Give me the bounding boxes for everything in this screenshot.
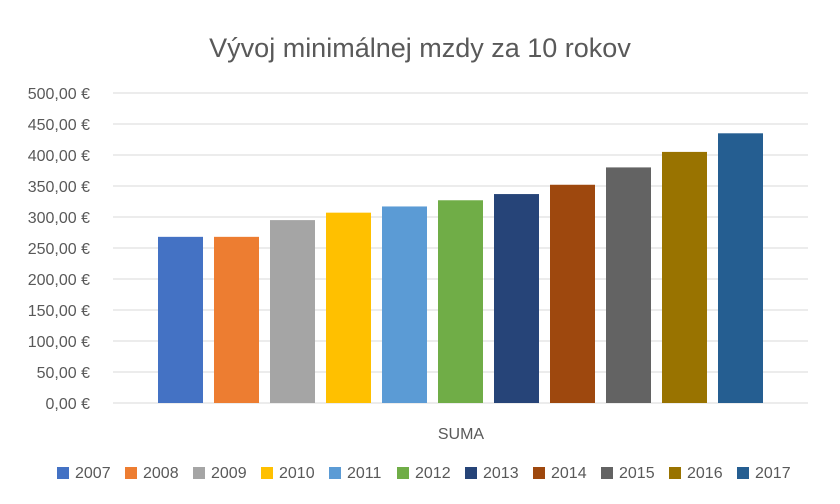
y-tick-label: 350,00 € — [28, 179, 90, 196]
y-axis-ticks: 0,00 € 50,00 € 100,00 € 150,00 € 200,00 € 250… — [28, 86, 90, 413]
legend-item-2009: 2009 — [193, 465, 247, 482]
legend-swatch — [737, 467, 749, 479]
legend-item-2013: 2013 — [465, 465, 519, 482]
legend-item-2007: 2007 — [57, 465, 111, 482]
legend-label: 2017 — [755, 465, 791, 482]
bar-2012 — [438, 200, 483, 403]
bar-2007 — [158, 236, 203, 403]
legend-item-2011: 2011 — [329, 465, 382, 482]
legend-swatch — [329, 467, 341, 479]
legend-item-2015: 2015 — [601, 465, 655, 482]
legend-label: 2011 — [347, 465, 382, 482]
y-tick-label: 250,00 € — [28, 241, 90, 258]
y-tick-label: 400,00 € — [28, 148, 90, 165]
legend-label: 2013 — [483, 465, 519, 482]
legend-item-2008: 2008 — [125, 465, 179, 482]
y-tick-label: 0,00 € — [46, 396, 91, 413]
legend-item-2012: 2012 — [397, 465, 451, 482]
legend-swatch — [125, 467, 137, 479]
legend-swatch — [669, 467, 681, 479]
bar-2008 — [214, 236, 259, 403]
bar-2017 — [718, 133, 763, 404]
legend-swatch — [533, 467, 545, 479]
y-tick-label: 150,00 € — [28, 303, 90, 320]
y-tick-label: 200,00 € — [28, 272, 90, 289]
bar-2010 — [326, 212, 371, 403]
bar-2016 — [662, 151, 707, 403]
legend-label: 2008 — [143, 465, 179, 482]
legend-item-2016: 2016 — [669, 465, 723, 482]
legend-swatch — [261, 467, 273, 479]
y-tick-label: 300,00 € — [28, 210, 90, 227]
legend-item-2010: 2010 — [261, 465, 315, 482]
legend-label: 2015 — [619, 465, 655, 482]
y-tick-label: 450,00 € — [28, 117, 90, 134]
bar-2014 — [550, 184, 595, 403]
legend-label: 2007 — [75, 465, 111, 482]
legend-label: 2012 — [415, 465, 451, 482]
y-tick-label: 100,00 € — [28, 334, 90, 351]
y-tick-label: 50,00 € — [37, 365, 90, 382]
bar-2009 — [270, 220, 315, 403]
legend-item-2017: 2017 — [737, 465, 791, 482]
y-tick-label: 500,00 € — [28, 86, 90, 103]
bar-2011 — [382, 206, 427, 403]
bar-2013 — [494, 194, 539, 403]
legend-swatch — [193, 467, 205, 479]
x-category-label: SUMA — [438, 426, 485, 443]
legend-label: 2016 — [687, 465, 723, 482]
legend-label: 2014 — [551, 465, 587, 482]
legend-label: 2010 — [279, 465, 315, 482]
legend-swatch — [57, 467, 69, 479]
bar-2015 — [606, 167, 651, 403]
chart-title: Vývoj minimálnej mzdy za 10 rokov — [209, 33, 631, 63]
legend: 2007 2008 2009 2010 2011 2012 2013 2014 2015 2016… — [57, 465, 791, 482]
legend-label: 2009 — [211, 465, 247, 482]
bars — [158, 133, 763, 404]
legend-swatch — [397, 467, 409, 479]
legend-swatch — [601, 467, 613, 479]
legend-swatch — [465, 467, 477, 479]
legend-item-2014: 2014 — [533, 465, 587, 482]
